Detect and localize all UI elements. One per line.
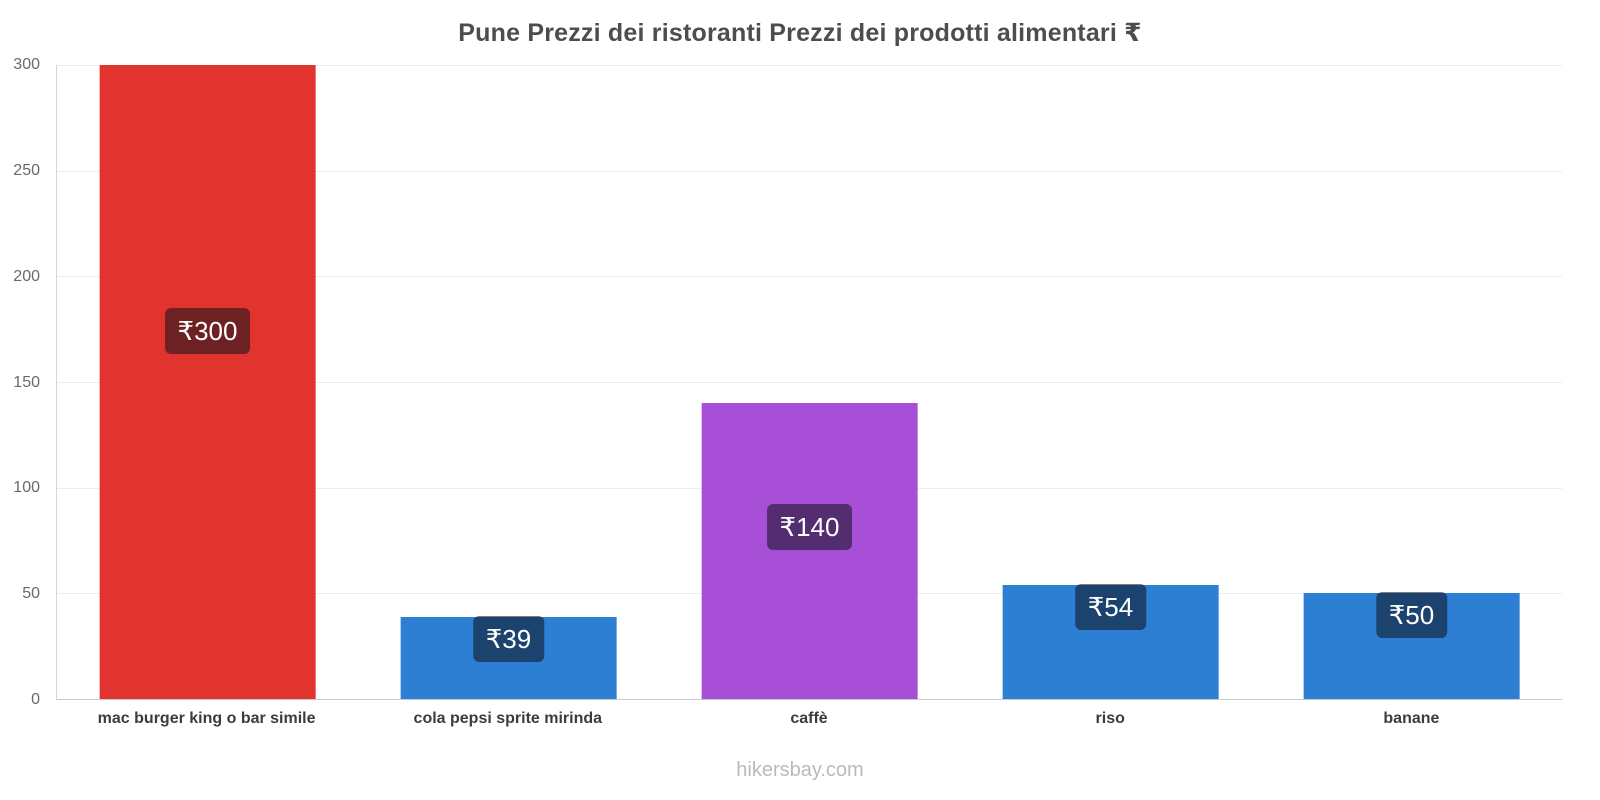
- x-axis-category-label: riso: [1095, 710, 1125, 727]
- y-tick-label: 250: [13, 161, 40, 179]
- y-tick-label: 300: [13, 56, 40, 73]
- gridline: [57, 382, 1562, 383]
- value-label-badge: ₹300: [164, 308, 251, 355]
- value-label-badge: ₹39: [472, 615, 545, 662]
- y-tick-label: 100: [13, 479, 40, 497]
- bar-column: ₹50: [1261, 65, 1562, 699]
- bar-columns: ₹300 ₹39 ₹140 ₹54 ₹50: [57, 65, 1562, 699]
- value-label-badge: ₹50: [1375, 592, 1448, 639]
- bar-column: ₹54: [960, 65, 1261, 699]
- x-axis-labels: mac burger king o bar simile cola pepsi s…: [56, 710, 1562, 728]
- bar-column: ₹140: [659, 65, 960, 699]
- bar-column: ₹39: [358, 65, 659, 699]
- y-tick-label: 150: [13, 373, 40, 391]
- y-tick-label: 200: [13, 267, 40, 285]
- x-axis-category-label: mac burger king o bar simile: [97, 710, 316, 727]
- gridline: [57, 65, 1562, 66]
- watermark-text: hikersbay.com: [736, 759, 864, 781]
- plot-area: ₹300 ₹39 ₹140 ₹54 ₹50: [56, 65, 1562, 700]
- bar: [701, 403, 918, 699]
- gridline: [57, 276, 1562, 278]
- y-tick-label: 50: [22, 585, 40, 603]
- bar: [99, 65, 316, 699]
- bar-column: ₹300: [57, 65, 358, 699]
- x-axis-category-label: caffè: [790, 710, 828, 727]
- x-axis-category-label: cola pepsi sprite mirinda: [413, 710, 603, 727]
- value-label-badge: ₹140: [766, 504, 853, 551]
- chart-title: Pune Prezzi dei ristoranti Prezzi dei pr…: [458, 19, 1142, 47]
- value-label-badge: ₹54: [1074, 583, 1147, 630]
- gridline: [57, 170, 1562, 172]
- y-axis: 0 50 100 150 200 250 300: [0, 56, 50, 708]
- x-axis-category-label: banane: [1383, 710, 1440, 727]
- y-tick-label: 0: [31, 691, 40, 708]
